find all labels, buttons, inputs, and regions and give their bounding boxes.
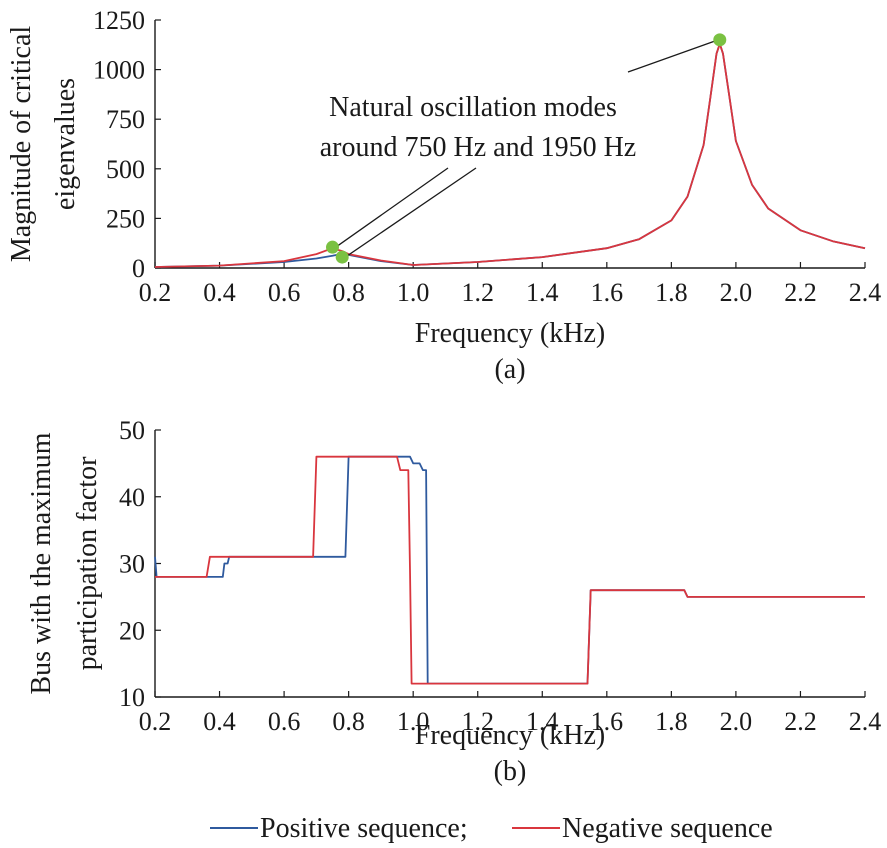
panel-b-series-positive <box>154 455 865 685</box>
panel-b-x-tick-label: 2.4 <box>849 707 882 736</box>
panel-a-x-tick-label: 1.8 <box>655 278 688 307</box>
panel-a-y-tick-label: 1250 <box>93 6 145 35</box>
panel-a-x-tick-label: 2.4 <box>849 278 882 307</box>
panel-b-x-tick-label: 0.4 <box>203 707 236 736</box>
panel-a-y-axis-label: eigenvalues <box>50 78 81 210</box>
panel-b-x-tick-label: 2.0 <box>720 707 753 736</box>
panel-a-annotation-pointer <box>627 39 719 73</box>
panel-a-x-tick-label: 0.6 <box>268 278 301 307</box>
panel-a-y-tick-label: 1000 <box>93 56 145 85</box>
panel-b-x-tick-label: 1.8 <box>655 707 688 736</box>
panel-a-annotation-line-1: Natural oscillation modes <box>329 92 617 123</box>
panel-a-x-axis-label: Frequency (kHz) <box>415 318 605 349</box>
panel-a-y-tick-label: 500 <box>106 155 145 184</box>
panel-b-x-tick-label: 2.2 <box>784 707 817 736</box>
panel-a-annotation-line-2: around 750 Hz and 1950 Hz <box>320 132 636 163</box>
legend-negative-label: Negative sequence <box>562 813 773 844</box>
panel-a-x-tick-label: 2.0 <box>720 278 753 307</box>
panel-a-mode-marker <box>713 33 727 47</box>
panel-b-panel-label: (b) <box>494 756 527 787</box>
panel-b-series-negative <box>155 455 865 685</box>
panel-b-x-axis-label: Frequency (kHz) <box>415 720 605 751</box>
panel-b-x-tick-label: 0.2 <box>139 707 172 736</box>
panel-a-x-tick-label: 1.4 <box>526 278 559 307</box>
panel-a-panel-label: (a) <box>494 354 525 385</box>
panel-b-y-axis-label: participation factor <box>72 456 103 670</box>
panel-a-y-axis-label: Magnitude of critical <box>6 26 37 263</box>
panel-b-y-axis-label: Bus with the maximum <box>26 432 57 694</box>
panel-a-x-tick-label: 0.4 <box>203 278 236 307</box>
panel-a-x-tick-label: 1.6 <box>591 278 624 307</box>
panel-a-annotation-pointer <box>345 167 477 258</box>
panel-a-x-tick-label: 0.2 <box>139 278 172 307</box>
panel-a-y-tick-label: 750 <box>106 105 145 134</box>
panel-b-y-tick-label: 10 <box>119 683 145 712</box>
panel-b-y-tick-label: 30 <box>119 550 145 579</box>
panel-a-x-tick-label: 1.2 <box>461 278 494 307</box>
panel-b-x-tick-label: 0.8 <box>332 707 365 736</box>
panel-a-x-tick-label: 0.8 <box>332 278 365 307</box>
panel-a-x-tick-label: 2.2 <box>784 278 817 307</box>
panel-b-x-tick-label: 1.6 <box>591 707 624 736</box>
panel-a-y-tick-label: 0 <box>132 254 145 283</box>
panel-a-annotation-pointer <box>335 167 449 248</box>
panel-b-y-tick-label: 20 <box>119 616 145 645</box>
panel-b-x-tick-label: 1.4 <box>526 707 559 736</box>
panel-b-x-tick-label: 1.0 <box>397 707 430 736</box>
panel-a-x-tick-label: 1.0 <box>397 278 430 307</box>
panel-a-mode-marker <box>335 250 349 264</box>
panel-b-x-tick-label: 1.2 <box>461 707 494 736</box>
legend-positive-label: Positive sequence; <box>260 813 468 844</box>
panel-a-y-tick-label: 250 <box>106 204 145 233</box>
panel-b-y-tick-label: 50 <box>119 416 145 445</box>
panel-b-y-tick-label: 40 <box>119 483 145 512</box>
panel-b-x-tick-label: 0.6 <box>268 707 301 736</box>
panel-a-mode-marker <box>326 240 339 254</box>
